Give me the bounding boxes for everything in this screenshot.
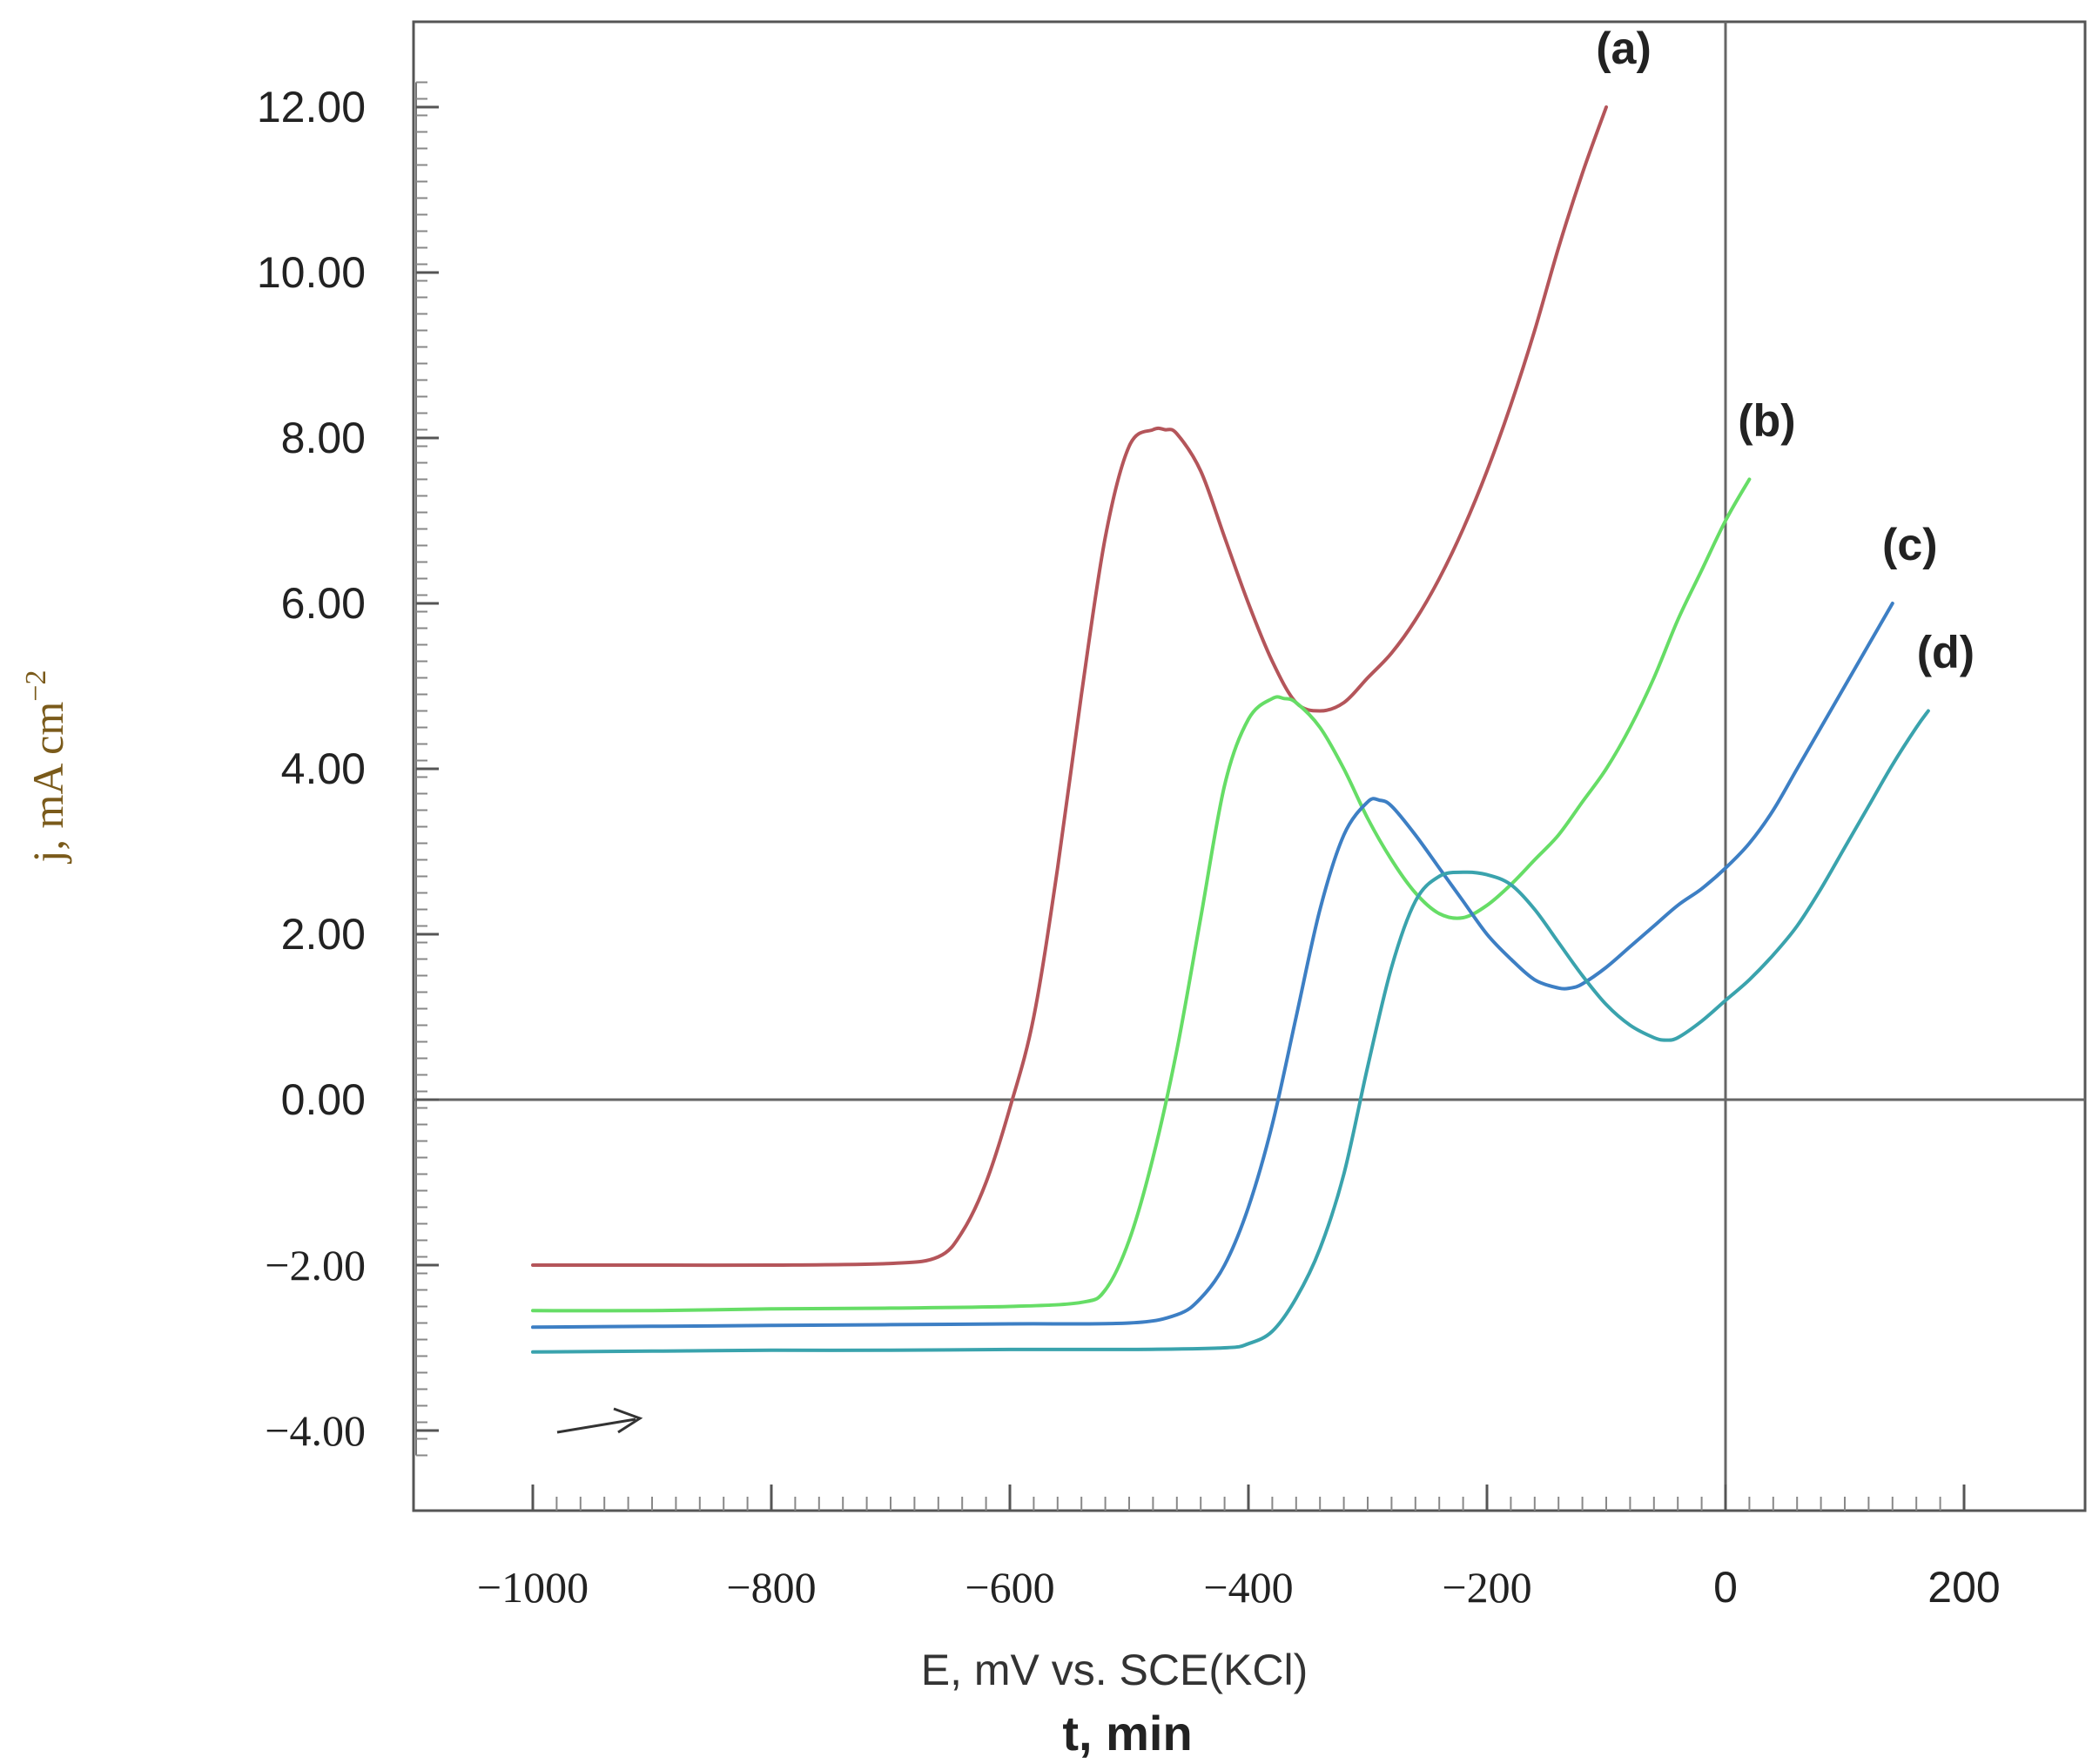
y-tick-label: −4.00	[265, 1406, 366, 1455]
y-tick-label: 12.00	[257, 83, 366, 131]
y-axis: 12.00 10.00 8.00 6.00 4.00 2.00 0.00 −2.00 −4.00	[257, 81, 439, 1457]
x-tick-label: 200	[1927, 1563, 2000, 1612]
series-label-d: (d)	[1917, 628, 1975, 678]
series-label-b: (b)	[1738, 396, 1795, 447]
y-axis-label: j, mA cm−2	[20, 670, 72, 865]
y-tick-label: 4.00	[281, 744, 366, 793]
x-axis: −1000 −800 −600 −400 −200 0 200	[477, 1485, 2001, 1612]
y-tick-label: 0.00	[281, 1075, 366, 1124]
x-tick-label: −400	[1203, 1563, 1293, 1612]
series-label-a: (a)	[1596, 24, 1652, 74]
x-tick-label: −200	[1442, 1563, 1531, 1612]
x-tick-label: 0	[1713, 1563, 1738, 1612]
x-tick-label: −600	[965, 1563, 1054, 1612]
x-axis-secondary-label: t, min	[1062, 1706, 1192, 1761]
y-tick-label: 10.00	[257, 248, 366, 297]
series-layer	[531, 105, 1930, 1354]
x-axis-label: E, mV vs. SCE(KCl)	[921, 1646, 1308, 1694]
y-axis-label-superscript: −2	[20, 670, 52, 702]
series-line-d	[531, 709, 1930, 1354]
series-labels: (a) (b) (c) (d)	[1596, 24, 1975, 678]
y-tick-label: 2.00	[281, 910, 366, 959]
x-tick-label: −800	[726, 1563, 816, 1612]
scan-direction-arrow	[556, 1407, 643, 1434]
y-tick-label: 6.00	[281, 579, 366, 628]
x-tick-label: −1000	[477, 1563, 589, 1612]
series-line-b	[531, 477, 1752, 1313]
plot-frame	[412, 20, 2087, 1512]
series-label-c: (c)	[1882, 520, 1938, 570]
series-line-a	[531, 105, 1608, 1268]
series-line-c	[531, 602, 1894, 1330]
y-axis-label-text: j, mA cm	[24, 702, 72, 865]
y-tick-label: −2.00	[265, 1241, 366, 1289]
y-tick-label: 8.00	[281, 414, 366, 462]
